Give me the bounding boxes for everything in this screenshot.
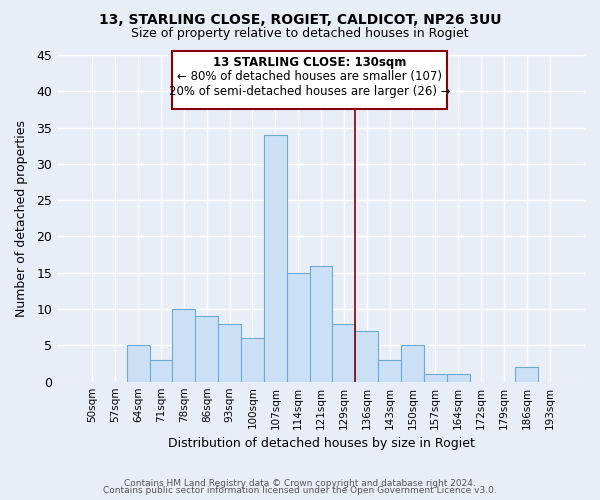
Bar bbox=[196, 316, 218, 382]
Bar bbox=[287, 273, 310, 382]
Bar bbox=[310, 266, 332, 382]
Bar bbox=[378, 360, 401, 382]
Bar bbox=[264, 135, 287, 382]
Text: ← 80% of detached houses are smaller (107): ← 80% of detached houses are smaller (10… bbox=[177, 70, 442, 84]
Text: 20% of semi-detached houses are larger (26) →: 20% of semi-detached houses are larger (… bbox=[169, 85, 451, 98]
Bar bbox=[149, 360, 172, 382]
Bar bbox=[424, 374, 447, 382]
Y-axis label: Number of detached properties: Number of detached properties bbox=[15, 120, 28, 317]
Bar bbox=[447, 374, 470, 382]
Bar bbox=[172, 309, 196, 382]
X-axis label: Distribution of detached houses by size in Rogiet: Distribution of detached houses by size … bbox=[167, 437, 475, 450]
Bar bbox=[332, 324, 355, 382]
Text: 13 STARLING CLOSE: 130sqm: 13 STARLING CLOSE: 130sqm bbox=[213, 56, 406, 69]
Text: Contains HM Land Registry data © Crown copyright and database right 2024.: Contains HM Land Registry data © Crown c… bbox=[124, 478, 476, 488]
Text: Size of property relative to detached houses in Rogiet: Size of property relative to detached ho… bbox=[131, 28, 469, 40]
FancyBboxPatch shape bbox=[172, 52, 447, 110]
Text: Contains public sector information licensed under the Open Government Licence v3: Contains public sector information licen… bbox=[103, 486, 497, 495]
Bar bbox=[355, 331, 378, 382]
Bar bbox=[515, 367, 538, 382]
Bar bbox=[218, 324, 241, 382]
Text: 13, STARLING CLOSE, ROGIET, CALDICOT, NP26 3UU: 13, STARLING CLOSE, ROGIET, CALDICOT, NP… bbox=[99, 12, 501, 26]
Bar bbox=[401, 346, 424, 382]
Bar bbox=[241, 338, 264, 382]
Bar bbox=[127, 346, 149, 382]
